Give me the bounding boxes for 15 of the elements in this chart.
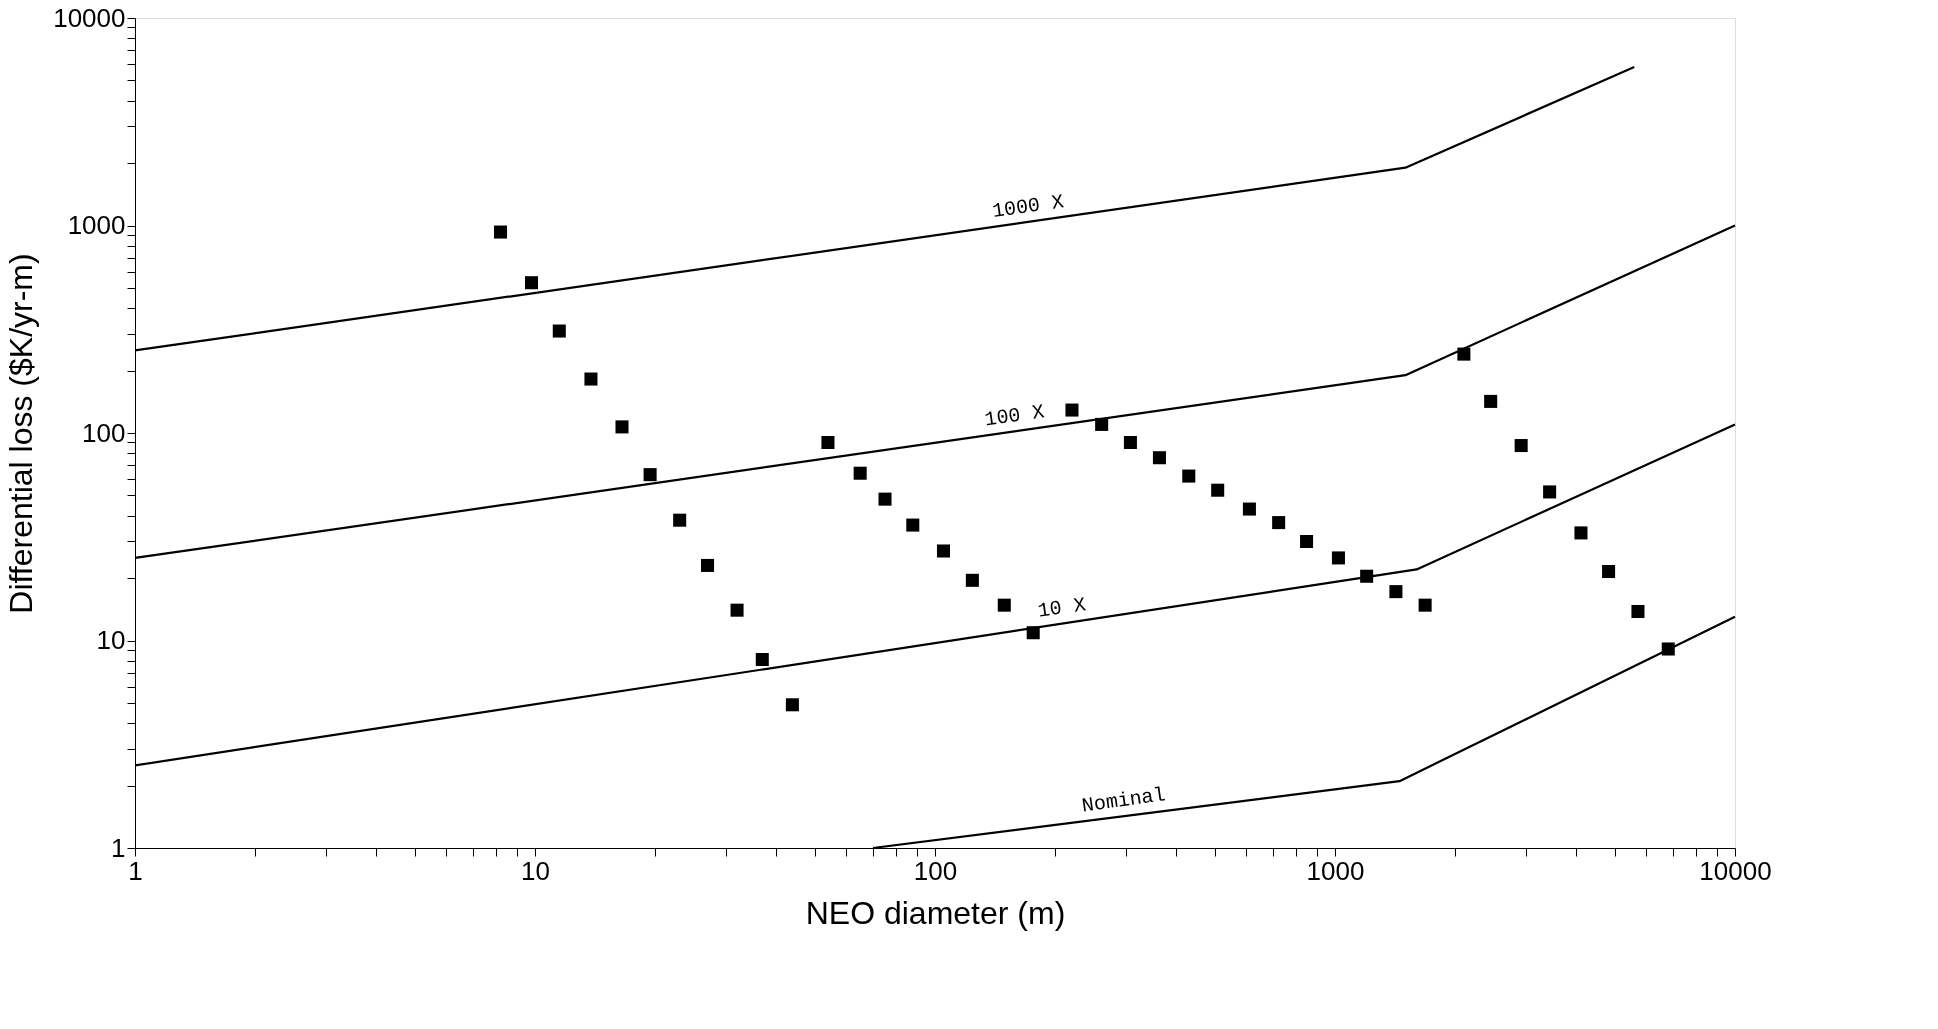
y-tick-label: 10 (96, 625, 126, 655)
x-axis-title: NEO diameter (m) (805, 894, 1066, 931)
annotation: 1000 X (990, 190, 1066, 224)
annotation: 10 X (1036, 593, 1088, 623)
y-axis-title: Differential loss ($K/yr-m) (3, 253, 40, 614)
annotation: Nominal (1080, 783, 1167, 818)
y-tick-label: 1000 (67, 210, 126, 240)
x-tick-label: 1000 (1306, 855, 1365, 886)
annotation: 100 X (983, 400, 1046, 432)
x-tick-label: 100 (913, 855, 958, 886)
y-tick-label: 100 (82, 417, 126, 448)
x-tick-label: 10 (521, 855, 550, 886)
y-tick-label: 1 (111, 832, 126, 863)
y-tick-label: 10000 (53, 2, 126, 33)
x-tick-label: 10000 (1699, 855, 1772, 886)
